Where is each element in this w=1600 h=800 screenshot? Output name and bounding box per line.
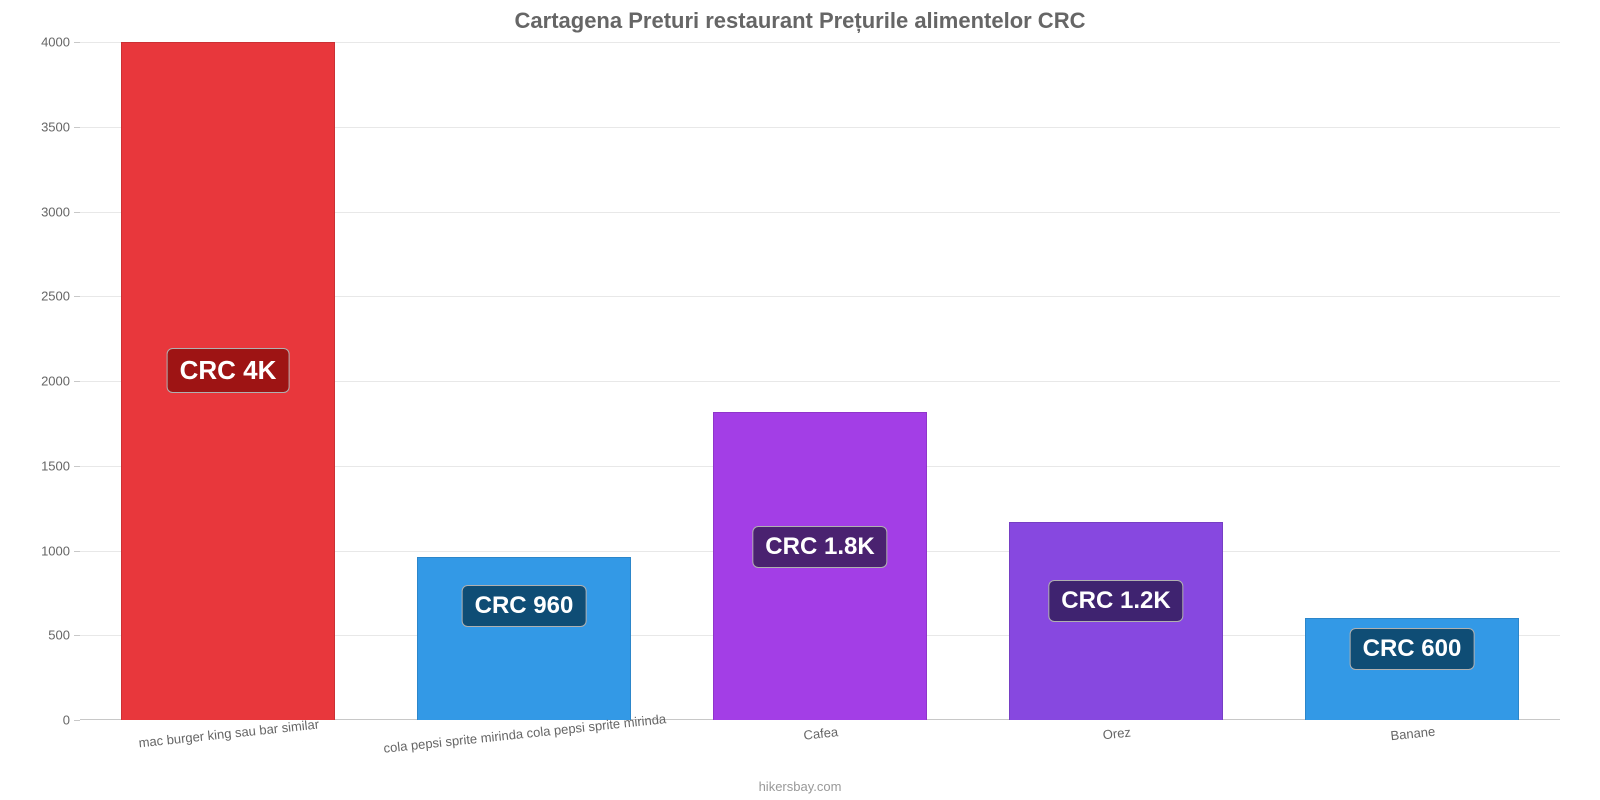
- y-tick-label: 0: [63, 713, 80, 728]
- price-bar-chart: Cartagena Preturi restaurant Prețurile a…: [0, 0, 1600, 800]
- bar: CRC 1.2K: [1009, 522, 1222, 720]
- value-badge: CRC 1.2K: [1048, 580, 1183, 622]
- y-tick-label: 2500: [41, 289, 80, 304]
- bar-slot: CRC 600Banane: [1264, 42, 1560, 720]
- value-badge: CRC 1.8K: [752, 526, 887, 568]
- bar-slot: CRC 960cola pepsi sprite mirinda cola pe…: [376, 42, 672, 720]
- y-tick-label: 3000: [41, 204, 80, 219]
- x-tick-label: mac burger king sau bar similar: [138, 717, 320, 751]
- bar: CRC 4K: [121, 42, 334, 720]
- y-tick-label: 2000: [41, 374, 80, 389]
- credit-text: hikersbay.com: [0, 779, 1600, 794]
- bar: CRC 1.8K: [713, 412, 926, 720]
- bar-slot: CRC 1.2KOrez: [968, 42, 1264, 720]
- y-tick-label: 1000: [41, 543, 80, 558]
- y-tick-label: 3500: [41, 119, 80, 134]
- y-tick-label: 500: [48, 628, 80, 643]
- plot-area: 05001000150020002500300035004000CRC 4Kma…: [80, 42, 1560, 720]
- chart-title: Cartagena Preturi restaurant Prețurile a…: [0, 0, 1600, 34]
- value-badge: CRC 960: [462, 585, 587, 627]
- y-tick-label: 1500: [41, 458, 80, 473]
- value-badge: CRC 4K: [167, 348, 290, 393]
- bar-slot: CRC 4Kmac burger king sau bar similar: [80, 42, 376, 720]
- bar: CRC 600: [1305, 618, 1518, 720]
- bar-slot: CRC 1.8KCafea: [672, 42, 968, 720]
- bars-container: CRC 4Kmac burger king sau bar similarCRC…: [80, 42, 1560, 720]
- x-tick-label: Cafea: [803, 724, 839, 743]
- y-tick-label: 4000: [41, 35, 80, 50]
- x-tick-label: Orez: [1102, 725, 1132, 743]
- x-tick-label: Banane: [1390, 724, 1436, 744]
- bar: CRC 960: [417, 557, 630, 720]
- value-badge: CRC 600: [1350, 628, 1475, 670]
